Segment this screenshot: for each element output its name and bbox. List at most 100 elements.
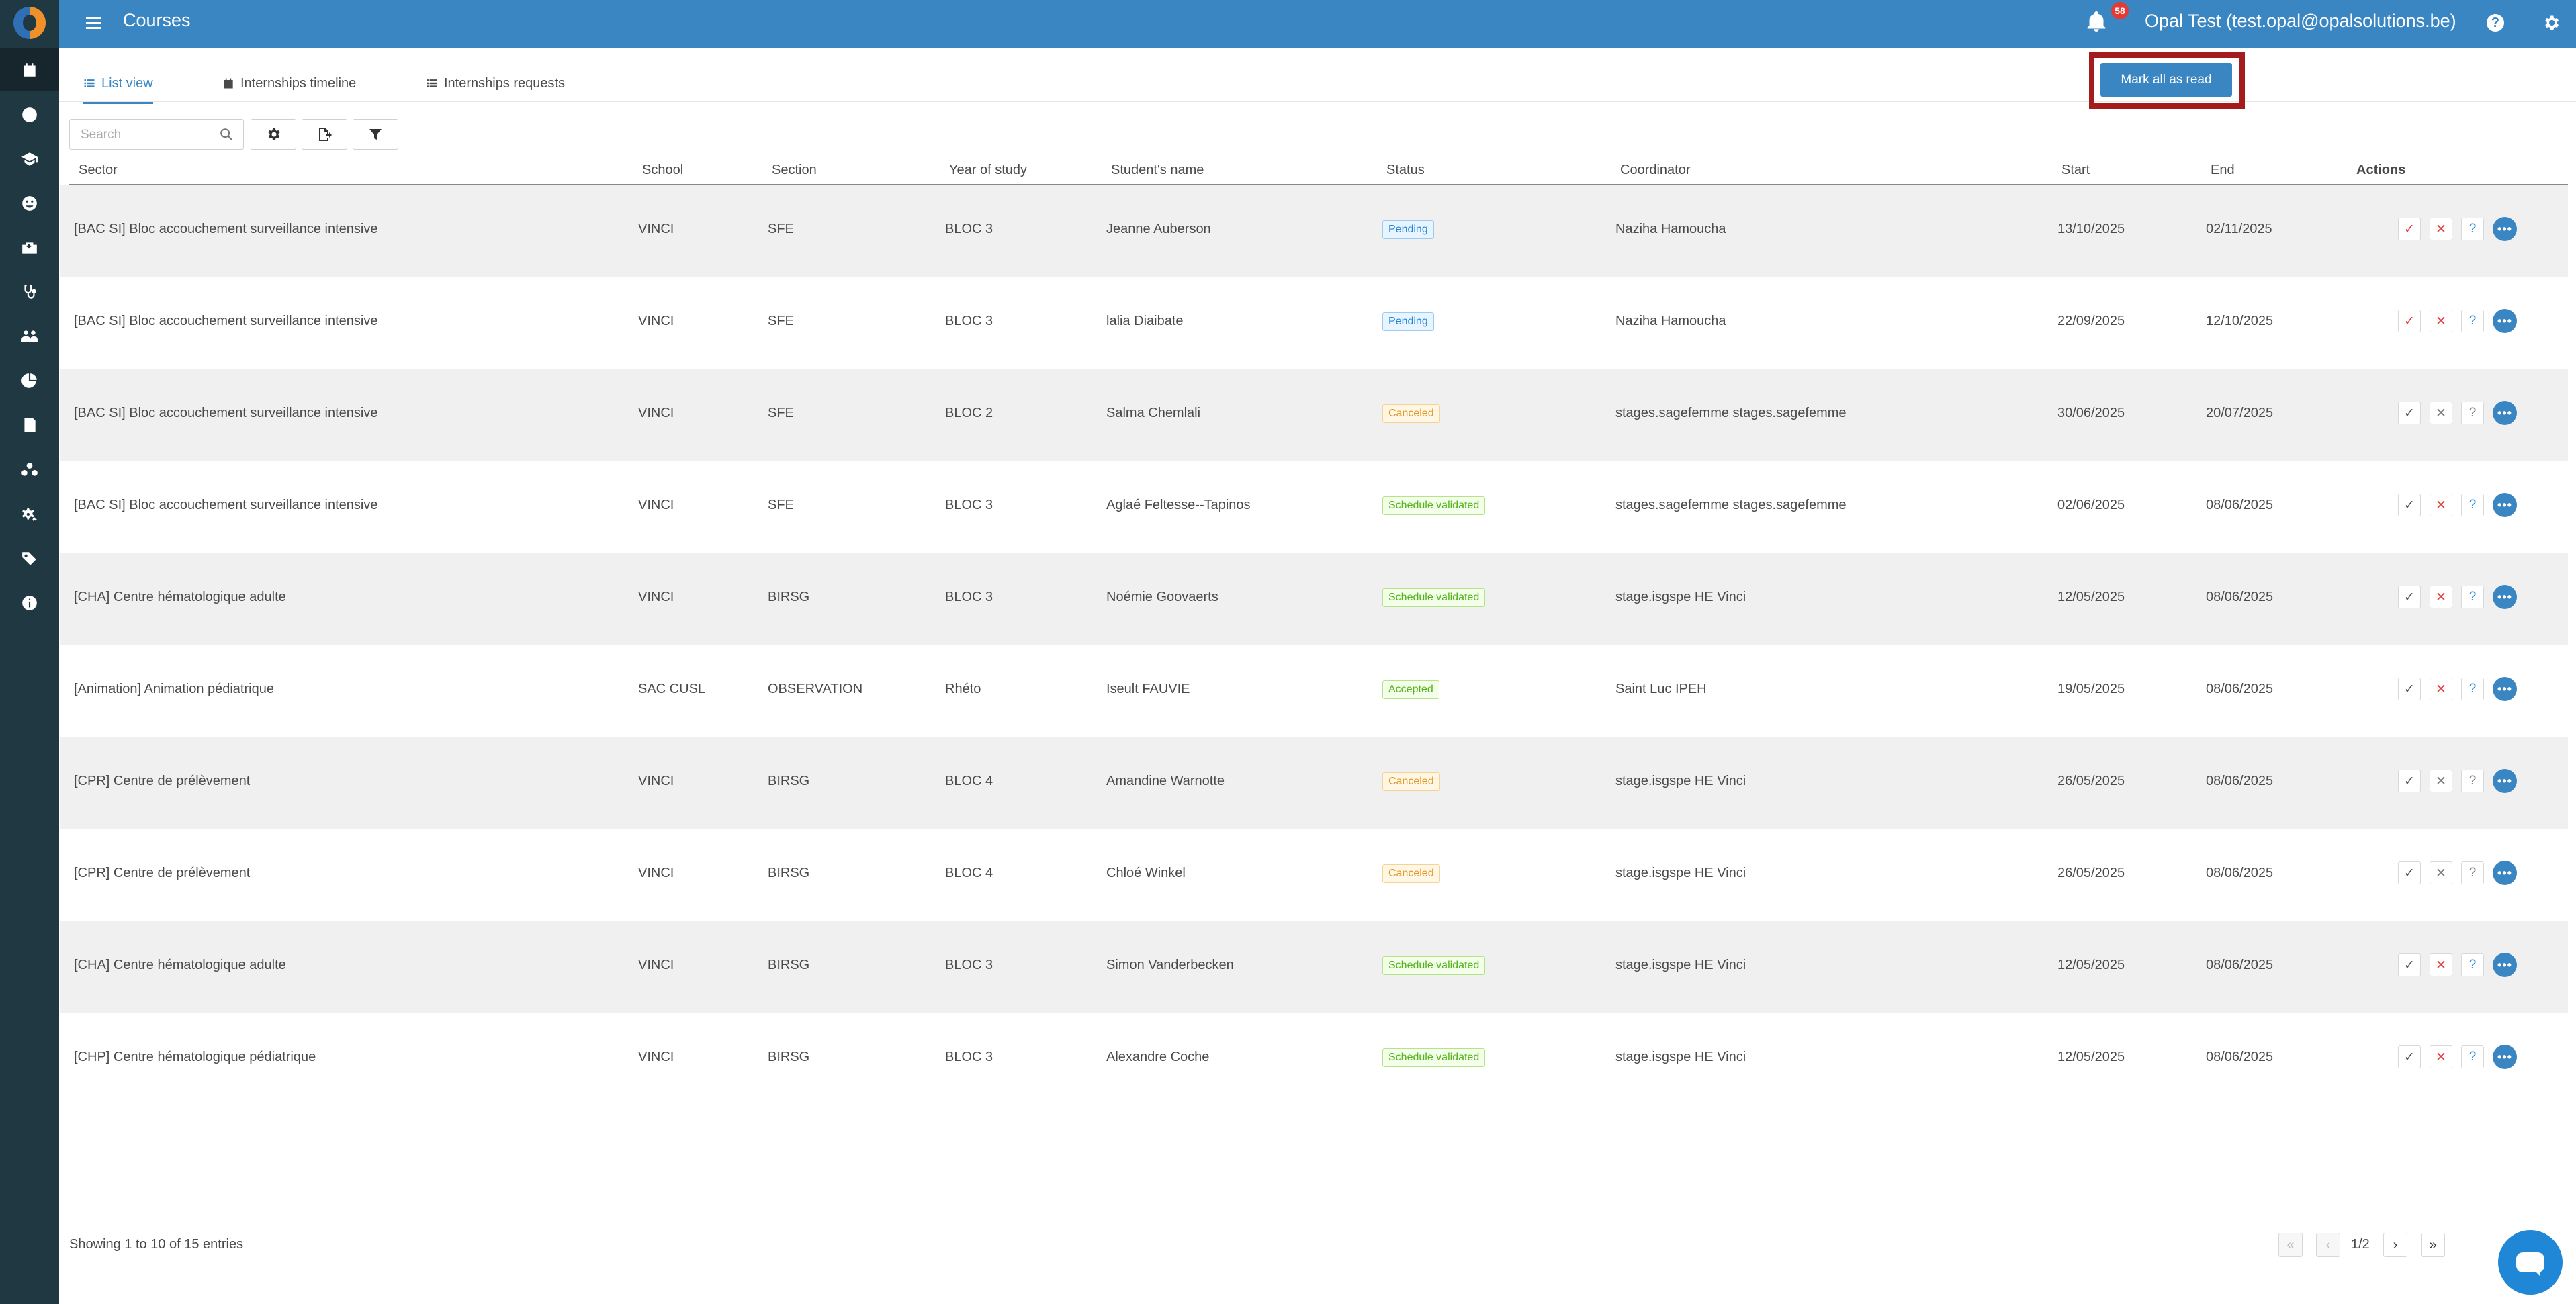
column-header-school[interactable]: School [642, 162, 684, 177]
check-icon: ✓ [2404, 498, 2415, 512]
accept-button[interactable]: ✓ [2398, 586, 2421, 608]
question-button[interactable]: ? [2461, 310, 2484, 332]
network-icon [21, 463, 38, 476]
table-row[interactable]: [CHP] Centre hématologique pédiatrique VI… [60, 1013, 2568, 1105]
table-row[interactable]: [CHA] Centre hématologique adulte VINCI BI… [60, 921, 2568, 1013]
accept-button[interactable]: ✓ [2398, 953, 2421, 976]
mark-all-read-button[interactable]: Mark all as read [2100, 63, 2232, 97]
sidebar-item-document[interactable] [0, 404, 59, 447]
question-button[interactable]: ? [2461, 861, 2484, 884]
more-actions-button[interactable]: ••• [2493, 953, 2517, 977]
more-actions-button[interactable]: ••• [2493, 493, 2517, 517]
reject-button[interactable]: ✕ [2430, 586, 2452, 608]
more-actions-button[interactable]: ••• [2493, 1045, 2517, 1069]
table-row[interactable]: [BAC SI] Bloc accouchement surveillance … [60, 369, 2568, 461]
filter-button[interactable] [353, 119, 398, 150]
column-header-start[interactable]: Start [2061, 162, 2090, 177]
table-row[interactable]: [CPR] Centre de prélèvement VINCI BIRSG BLO… [60, 829, 2568, 921]
reject-button[interactable]: ✕ [2430, 1045, 2452, 1068]
column-header-year[interactable]: Year of study [949, 162, 1028, 177]
sidebar-item-info[interactable] [0, 581, 59, 624]
question-icon: ? [2469, 958, 2477, 972]
search-icon[interactable] [219, 127, 234, 142]
question-button[interactable]: ? [2461, 218, 2484, 240]
column-header-section[interactable]: Section [772, 162, 817, 177]
question-button[interactable]: ? [2461, 494, 2484, 516]
tab-list-view[interactable]: List view [83, 64, 153, 104]
reject-button[interactable]: ✕ [2430, 770, 2452, 792]
chat-support-button[interactable] [2498, 1230, 2563, 1295]
accept-button[interactable]: ✓ [2398, 678, 2421, 700]
tab-internships-requests[interactable]: Internships requests [425, 64, 565, 102]
accept-button[interactable]: ✓ [2398, 402, 2421, 424]
reject-button[interactable]: ✕ [2430, 402, 2452, 424]
search-input[interactable] [79, 126, 210, 144]
more-actions-button[interactable]: ••• [2493, 309, 2517, 333]
first-page-button[interactable]: « [2278, 1233, 2303, 1257]
sidebar-item-hospital[interactable] [0, 226, 59, 269]
accept-button[interactable]: ✓ [2398, 1045, 2421, 1068]
more-actions-button[interactable]: ••• [2493, 401, 2517, 425]
table-row[interactable]: [BAC SI] Bloc accouchement surveillance … [60, 185, 2568, 277]
sidebar-item-tags[interactable] [0, 537, 59, 580]
reject-button[interactable]: ✕ [2430, 218, 2452, 240]
bell-icon[interactable] [2084, 8, 2111, 38]
user-menu[interactable]: Opal Test (test.opal@opalsolutions.be) [2145, 11, 2456, 31]
menu-toggle-icon[interactable] [86, 15, 101, 32]
column-header-student[interactable]: Student's name [1111, 162, 1204, 177]
reject-button[interactable]: ✕ [2430, 310, 2452, 332]
accept-button[interactable]: ✓ [2398, 494, 2421, 516]
hospital-icon [22, 242, 37, 254]
tab-internships-timeline[interactable]: Internships timeline [222, 64, 356, 102]
reject-button[interactable]: ✕ [2430, 494, 2452, 516]
more-actions-button[interactable]: ••• [2493, 769, 2517, 793]
question-button[interactable]: ? [2461, 953, 2484, 976]
column-header-end[interactable]: End [2211, 162, 2235, 177]
question-button[interactable]: ? [2461, 678, 2484, 700]
table-row[interactable]: [BAC SI] Bloc accouchement surveillance … [60, 461, 2568, 553]
table-settings-button[interactable] [251, 119, 296, 150]
more-actions-button[interactable]: ••• [2493, 861, 2517, 885]
cell-section: BIRSG [768, 590, 810, 604]
reject-button[interactable]: ✕ [2430, 861, 2452, 884]
sidebar-item-network[interactable] [0, 449, 59, 492]
reject-button[interactable]: ✕ [2430, 953, 2452, 976]
settings-gear-icon[interactable] [2542, 13, 2561, 32]
accept-button[interactable]: ✓ [2398, 310, 2421, 332]
table-row[interactable]: [Animation] Animation pédiatrique SAC CUS… [60, 645, 2568, 737]
sidebar-item-cogs[interactable] [0, 493, 59, 536]
question-button[interactable]: ? [2461, 586, 2484, 608]
stethoscope-icon [24, 285, 36, 299]
app-logo[interactable] [13, 7, 46, 39]
sidebar-item-smile[interactable] [0, 182, 59, 225]
question-button[interactable]: ? [2461, 770, 2484, 792]
more-actions-button[interactable]: ••• [2493, 217, 2517, 241]
next-page-button[interactable]: › [2383, 1233, 2407, 1257]
more-actions-button[interactable]: ••• [2493, 677, 2517, 701]
help-icon[interactable]: ? [2487, 14, 2504, 32]
accept-button[interactable]: ✓ [2398, 861, 2421, 884]
sidebar-item-graduation-cap[interactable] [0, 138, 59, 181]
sidebar-item-stethoscope[interactable] [0, 271, 59, 314]
column-header-coordinator[interactable]: Coordinator [1620, 162, 1691, 177]
check-icon: ✓ [2404, 1050, 2415, 1064]
export-button[interactable] [302, 119, 347, 150]
column-header-status[interactable]: Status [1386, 162, 1425, 177]
previous-page-button[interactable]: ‹ [2316, 1233, 2340, 1257]
question-icon: ? [2469, 774, 2477, 788]
more-actions-button[interactable]: ••• [2493, 585, 2517, 609]
sidebar-item-clock[interactable] [0, 93, 59, 136]
accept-button[interactable]: ✓ [2398, 218, 2421, 240]
question-button[interactable]: ? [2461, 1045, 2484, 1068]
table-row[interactable]: [BAC SI] Bloc accouchement surveillance … [60, 277, 2568, 369]
table-row[interactable]: [CHA] Centre hématologique adulte VINCI BI… [60, 553, 2568, 645]
question-button[interactable]: ? [2461, 402, 2484, 424]
sidebar-item-pie-chart[interactable] [0, 359, 59, 402]
sidebar-item-calendar[interactable] [0, 48, 59, 91]
last-page-button[interactable]: » [2421, 1233, 2445, 1257]
reject-button[interactable]: ✕ [2430, 678, 2452, 700]
accept-button[interactable]: ✓ [2398, 770, 2421, 792]
sidebar-item-users[interactable] [0, 315, 59, 358]
column-header-sector[interactable]: Sector [79, 162, 118, 177]
table-row[interactable]: [CPR] Centre de prélèvement VINCI BIRSG BLO… [60, 737, 2568, 829]
